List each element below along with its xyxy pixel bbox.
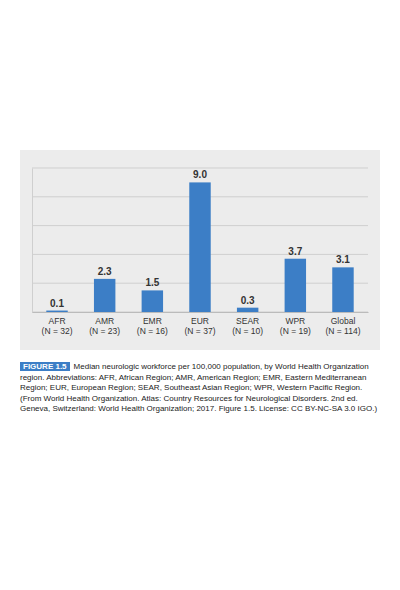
x-axis: AFR(N = 32) AMR(N = 23) EMR(N = 16) EUR(N =… [33, 312, 369, 336]
bar [285, 259, 306, 312]
x-tick: EUR(N = 37) [185, 312, 216, 336]
bar [46, 311, 67, 312]
x-tick-label: EUR(N = 37) [185, 316, 216, 336]
figure-label: FIGURE 1.5 [20, 362, 70, 371]
data-label: 9.0 [193, 169, 207, 180]
data-labels: 0.1 2.3 1.5 9.0 0.3 3.7 3.1 [50, 169, 350, 308]
data-label: 0.3 [241, 295, 255, 306]
data-label: 3.1 [336, 254, 350, 265]
bar [237, 308, 258, 312]
x-tick-label: AMR(N = 23) [89, 316, 120, 336]
caption-text: Median neurologic workforce per 100,000 … [20, 362, 377, 413]
x-axis-line [33, 312, 369, 313]
x-tick: AFR(N = 32) [42, 312, 73, 336]
bar [94, 279, 115, 312]
y-axis [32, 169, 34, 313]
data-label: 0.1 [50, 298, 64, 309]
x-tick-label: EMR(N = 16) [137, 316, 168, 336]
x-tick: WPR(N = 19) [280, 312, 311, 336]
x-tick: SEAR(N = 10) [232, 312, 263, 336]
grid-line [32, 168, 368, 169]
data-label: 2.3 [98, 266, 112, 277]
data-label: 1.5 [145, 277, 159, 288]
x-tick-label: Global(N = 114) [325, 316, 360, 336]
bars [46, 182, 353, 312]
y-axis-line [32, 169, 33, 313]
x-tick: EMR(N = 16) [137, 312, 168, 336]
bar [189, 182, 210, 312]
x-tick: AMR(N = 23) [89, 312, 120, 336]
data-label: 3.7 [288, 246, 302, 257]
chart-background [20, 150, 380, 350]
x-tick-label: SEAR(N = 10) [232, 316, 263, 336]
x-tick: Global(N = 114) [325, 312, 360, 336]
grid [32, 168, 368, 312]
x-tick-label: AFR(N = 32) [42, 316, 73, 336]
chart: AFR(N = 32) AMR(N = 23) EMR(N = 16) EUR(N =… [20, 150, 380, 350]
bar [332, 267, 353, 312]
x-tick-label: WPR(N = 19) [280, 316, 311, 336]
bar [142, 290, 163, 312]
caption: FIGURE 1.5Median neurologic workforce pe… [20, 362, 380, 415]
plot: AFR(N = 32) AMR(N = 23) EMR(N = 16) EUR(N =… [32, 168, 369, 336]
